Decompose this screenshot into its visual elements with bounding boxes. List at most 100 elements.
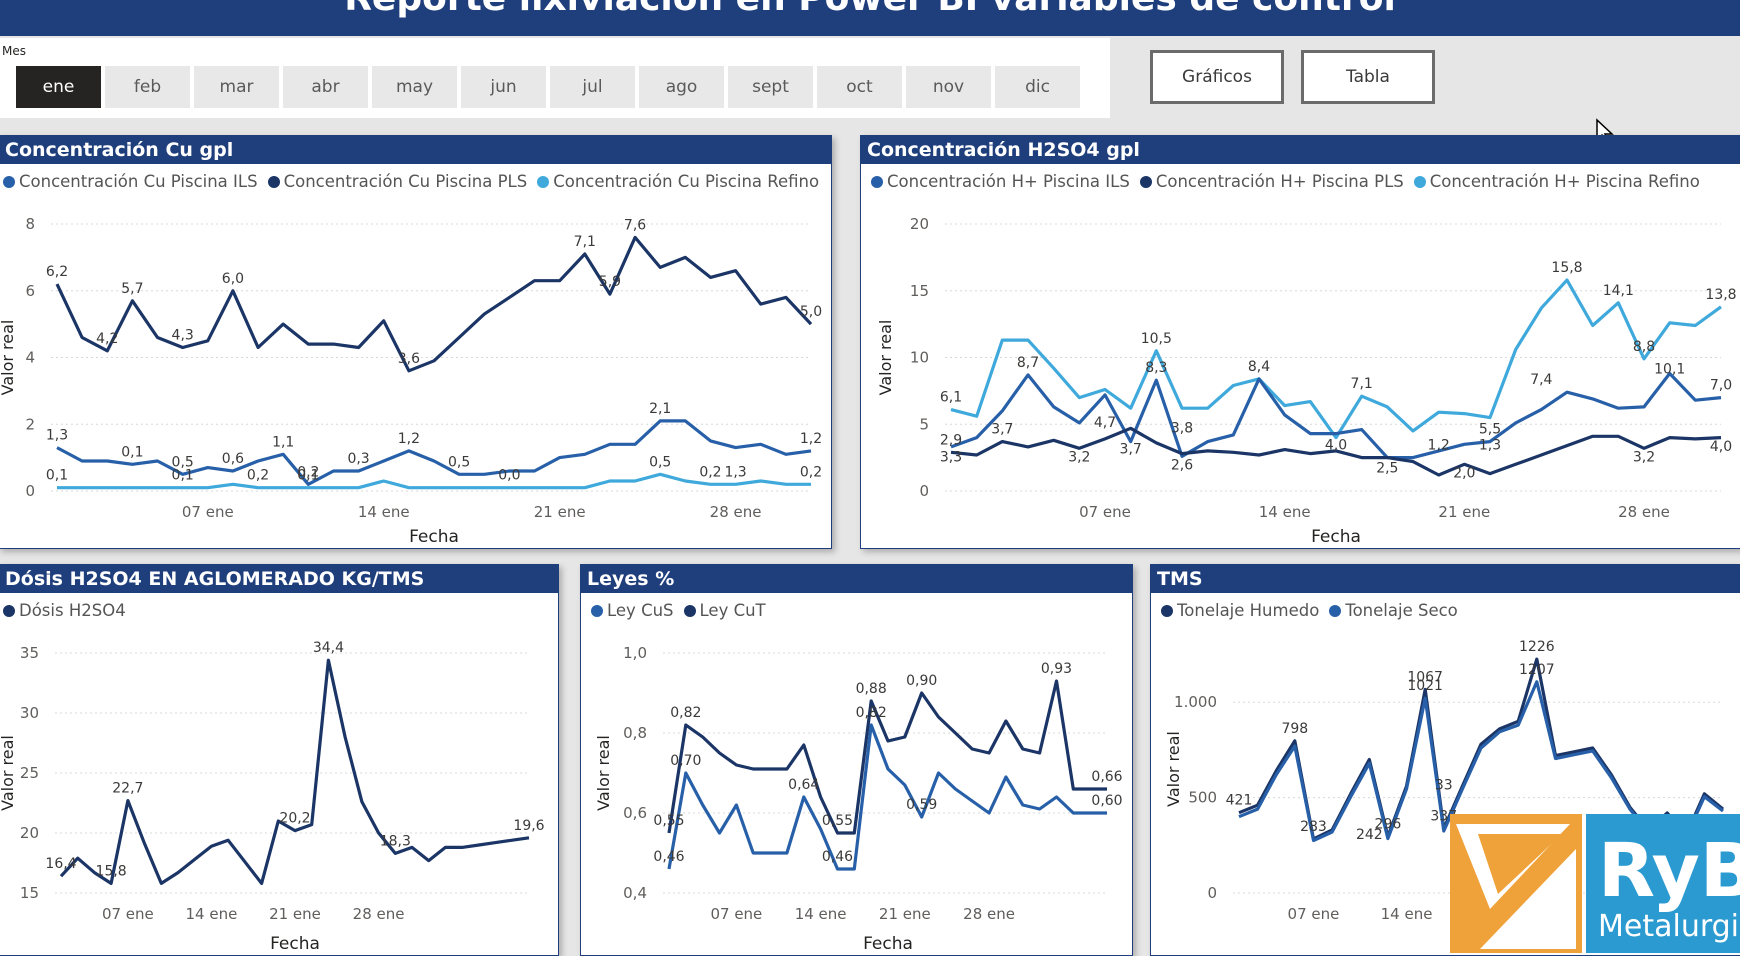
month-button-abr[interactable]: abr [283,66,368,108]
x-tick-label: 21 ene [879,905,931,923]
legend-dot-icon [537,175,550,188]
y-tick-label: 15 [20,884,39,902]
legend-label: Concentración H+ Piscina PLS [1155,172,1404,191]
data-label: 1,2 [398,431,420,447]
data-label: 0,2 [800,464,822,480]
data-label: 2,0 [1453,466,1475,482]
data-label: 33 [1435,778,1453,794]
data-label: 1207 [1519,662,1555,678]
x-tick-label: 07 ene [710,905,762,923]
data-label: 2,6 [1171,458,1193,474]
y-axis-title: Valor real [594,735,613,811]
data-label: 2,9 [940,432,962,448]
data-label: 0,2 [699,464,721,480]
month-button-nov[interactable]: nov [906,66,991,108]
data-label: 0,70 [670,753,701,769]
series-line[interactable] [950,371,1722,460]
series-line[interactable] [55,235,813,373]
legend-item[interactable]: Concentración H+ Piscina Refino [1413,172,1700,191]
data-label: 0,46 [822,849,853,865]
panel-title: Dósis H2SO4 EN AGLOMERADO KG/TMS [0,565,558,593]
data-label: 0,1 [121,444,143,460]
data-label: 0,93 [1041,661,1072,677]
y-axis-title: Valor real [1164,731,1183,807]
data-label: 3,2 [1068,450,1090,466]
series-line[interactable] [950,426,1722,477]
month-button-jun[interactable]: jun [461,66,546,108]
data-label: 20,2 [279,811,310,827]
data-label: 0,66 [1091,769,1122,785]
series-line[interactable] [950,278,1722,440]
graficos-button[interactable]: Gráficos [1150,50,1284,104]
legend-item[interactable]: Concentración Cu Piscina ILS [3,172,258,191]
legend-item[interactable]: Concentración Cu Piscina PLS [267,172,527,191]
month-button-ago[interactable]: ago [639,66,724,108]
data-label: 1,3 [1479,438,1501,454]
data-label: 0,90 [906,673,937,689]
data-label: 5,0 [800,304,822,320]
y-tick-label: 8 [25,215,35,233]
legend-item[interactable]: Concentración Cu Piscina Refino [537,172,819,191]
x-tick-label: 28 ene [963,905,1015,923]
y-tick-label: 15 [910,282,929,300]
month-button-ene[interactable]: ene [16,66,101,108]
data-label: 0,3 [347,451,369,467]
data-label: 7,1 [574,234,596,250]
ryb-metalurgia-logo: RyB Metalurgia [1450,814,1740,953]
data-label: 0,1 [172,468,194,484]
y-tick-label: 500 [1188,789,1217,807]
tabla-button[interactable]: Tabla [1301,50,1435,104]
legend-item[interactable]: Dósis H2SO4 [3,601,126,620]
y-tick-label: 0 [919,482,929,500]
data-label: 0,5 [649,454,671,470]
leyes-panel: Leyes % Ley CuS Ley CuT 0,4 0,6 0,8 1,0 07 ene… [580,564,1133,956]
legend-label: Ley CuT [699,601,766,620]
data-label: 34,4 [313,640,344,656]
legend-item[interactable]: Tonelaje Humedo [1161,601,1319,620]
data-label: 5,9 [599,274,621,290]
line-chart: 0 5 10 15 20 07 ene 14 ene 21 ene 28 ene Fecha Val… [876,215,1737,547]
month-button-mar[interactable]: mar [194,66,279,108]
data-label: 0,6 [222,451,244,467]
data-label: 242 [1356,827,1383,843]
y-axis-title: Valor real [0,735,17,811]
data-label: 0,0 [498,468,520,484]
x-tick-label: 21 ene [1438,503,1490,521]
legend-dot-icon [1329,604,1342,617]
month-button-dic[interactable]: dic [995,66,1080,108]
month-button-feb[interactable]: feb [105,66,190,108]
month-button-may[interactable]: may [372,66,457,108]
month-button-jul[interactable]: jul [550,66,635,108]
series-line[interactable] [59,658,530,885]
data-label: 16,4 [45,856,76,872]
series-line[interactable] [667,723,1107,871]
data-label: 7,4 [1530,372,1552,388]
legend-item[interactable]: Ley CuT [683,601,766,620]
y-tick-label: 35 [20,644,39,662]
x-axis-title: Fecha [863,934,913,954]
series-line[interactable] [56,419,812,486]
legend-item[interactable]: Ley CuS [591,601,674,620]
month-button-sept[interactable]: sept [728,66,813,108]
legend-dot-icon [871,175,883,188]
legend-label: Tonelaje Seco [1345,601,1458,620]
chart-legend: Concentración H+ Piscina ILS Concentració… [871,172,1710,191]
series-line[interactable] [667,679,1107,835]
data-label: 4,0 [1710,439,1732,455]
legend-item[interactable]: Tonelaje Seco [1329,601,1458,620]
data-label: 10,1 [1654,362,1685,378]
legend-item[interactable]: Concentración H+ Piscina ILS [871,172,1130,191]
data-label: 1,3 [46,428,68,444]
data-label: 1,2 [800,431,822,447]
data-label: 0,1 [297,468,319,484]
y-tick-label: 10 [910,349,929,367]
line-chart: 0 2 4 6 8 07 ene 14 ene 21 ene 28 ene Fecha Valor … [0,215,822,547]
data-label: 0,1 [46,468,68,484]
data-label: 1021 [1407,678,1443,694]
data-label: 6,0 [222,271,244,287]
series-line[interactable] [57,472,811,490]
x-tick-label: 21 ene [269,905,321,923]
legend-item[interactable]: Concentración H+ Piscina PLS [1139,172,1404,191]
month-button-oct[interactable]: oct [817,66,902,108]
data-label: 5,5 [1479,422,1501,438]
